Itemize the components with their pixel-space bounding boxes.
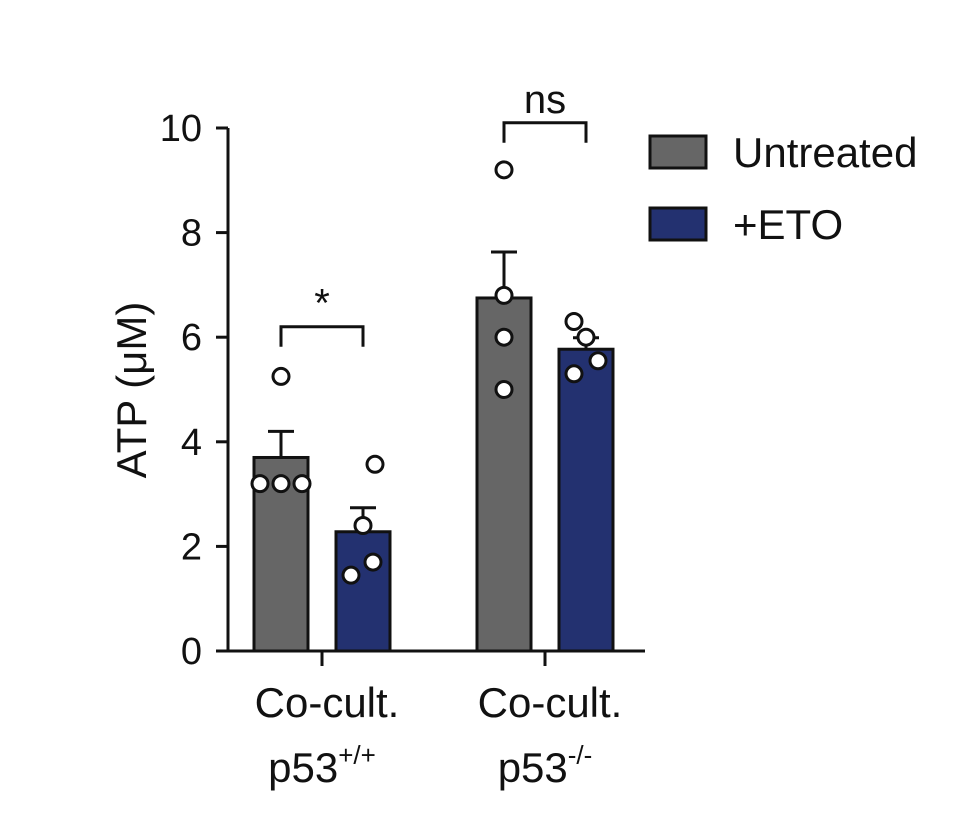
data-point bbox=[564, 312, 584, 332]
sublabel-base: p53 bbox=[268, 744, 338, 791]
data-point bbox=[564, 364, 584, 384]
bar bbox=[475, 296, 533, 653]
significance-label: ns bbox=[524, 78, 566, 122]
y-tick-label: 8 bbox=[181, 213, 202, 255]
bar bbox=[334, 530, 392, 653]
data-point bbox=[494, 285, 514, 305]
y-tick-label: 10 bbox=[160, 108, 202, 150]
x-category-sublabel: p53+/+ bbox=[268, 740, 376, 791]
y-axis-label: ATP (μM) bbox=[108, 302, 155, 479]
x-category-label: Co-cult. bbox=[478, 679, 623, 726]
legend-swatch bbox=[648, 206, 708, 242]
y-tick-label: 4 bbox=[181, 422, 202, 464]
sublabel-superscript: -/- bbox=[568, 740, 593, 770]
data-point bbox=[341, 565, 361, 585]
legend-swatch bbox=[648, 134, 708, 170]
bar bbox=[557, 347, 615, 653]
y-tick-label: 0 bbox=[181, 631, 202, 673]
x-category-sublabel: p53-/- bbox=[498, 740, 593, 791]
data-point bbox=[271, 474, 291, 494]
data-point bbox=[494, 160, 514, 180]
data-point bbox=[494, 327, 514, 347]
data-point bbox=[292, 474, 312, 494]
legend: Untreated +ETO bbox=[648, 129, 917, 248]
data-point bbox=[365, 454, 385, 474]
y-tick-label: 2 bbox=[181, 526, 202, 568]
data-point bbox=[576, 327, 596, 347]
significance-bracket bbox=[502, 121, 588, 143]
data-point bbox=[250, 474, 270, 494]
data-point bbox=[363, 552, 383, 572]
y-tick-label: 6 bbox=[181, 317, 202, 359]
sublabel-base: p53 bbox=[498, 744, 568, 791]
data-point bbox=[588, 351, 608, 371]
y-ticks: 0 2 4 6 8 10 bbox=[160, 108, 228, 673]
x-category-labels: Co-cult.p53+/+Co-cult.p53-/- bbox=[255, 651, 623, 791]
data-points bbox=[250, 160, 608, 585]
x-category-label: Co-cult. bbox=[255, 679, 400, 726]
data-point bbox=[494, 380, 514, 399]
data-point bbox=[353, 515, 373, 535]
data-point bbox=[271, 366, 291, 386]
sublabel-superscript: +/+ bbox=[338, 740, 376, 770]
significance-bracket bbox=[279, 325, 365, 347]
legend-label: Untreated bbox=[733, 129, 917, 176]
legend-label: +ETO bbox=[733, 201, 843, 248]
bars bbox=[252, 296, 615, 653]
significance-label: * bbox=[314, 282, 330, 326]
significance-brackets: * ns bbox=[279, 78, 588, 347]
